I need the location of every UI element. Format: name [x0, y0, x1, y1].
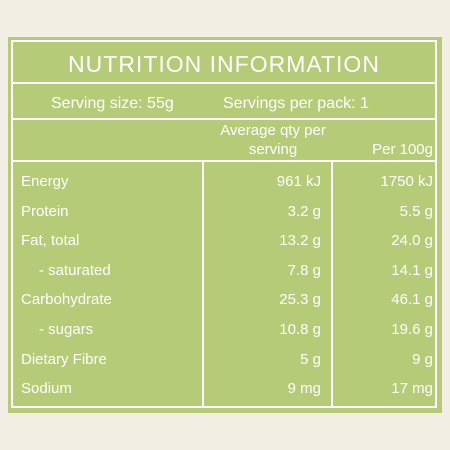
- title: NUTRITION INFORMATION: [68, 51, 380, 77]
- nutrient-value: 17 mg: [391, 380, 433, 398]
- serving-size: Serving size: 55g: [51, 95, 174, 112]
- column-divider: [202, 160, 204, 406]
- divider: [13, 82, 435, 84]
- nutrient-value: 7.8 g: [287, 261, 321, 279]
- nutrient-value: 1750 kJ: [380, 173, 433, 190]
- nutrient-value: 3.2 g: [287, 202, 321, 220]
- nutrient-value: 9 g: [412, 350, 433, 368]
- divider: [13, 160, 435, 162]
- nutrient-name: Dietary Fibre: [21, 350, 107, 368]
- nutrient-value: 5.5 g: [399, 202, 433, 220]
- nutrient-name: - sugars: [39, 321, 94, 338]
- nutrient-value: 25.3 g: [279, 291, 321, 309]
- column-header: Per 100g: [372, 141, 433, 158]
- nutrient-value: 9 mg: [287, 380, 321, 398]
- servings-per-pack: Servings per pack: 1: [223, 95, 369, 112]
- nutrient-name: Energy: [21, 173, 69, 190]
- nutrient-value: 19.6 g: [391, 321, 433, 338]
- nutrient-value: 10.8 g: [279, 321, 321, 338]
- nutrient-value: 5 g: [300, 350, 321, 368]
- nutrition-panel: NUTRITION INFORMATION Serving size: 55g …: [8, 37, 442, 413]
- nutrient-value: 14.1 g: [391, 261, 433, 279]
- nutrient-value: 961 kJ: [276, 173, 321, 190]
- nutrient-name: Carbohydrate: [21, 291, 112, 309]
- table-frame: NUTRITION INFORMATION Serving size: 55g …: [11, 40, 437, 408]
- column-divider: [331, 160, 333, 406]
- nutrient-name: Sodium: [21, 380, 72, 398]
- column-header: Average qty per serving: [220, 122, 326, 158]
- nutrient-value: 13.2 g: [279, 232, 321, 250]
- nutrient-name: Fat, total: [21, 232, 80, 250]
- nutrient-value: 46.1 g: [391, 291, 433, 309]
- nutrient-name: Protein: [21, 202, 69, 220]
- nutrient-value: 24.0 g: [391, 232, 433, 250]
- nutrient-name: - saturated: [39, 261, 111, 279]
- divider: [13, 118, 435, 120]
